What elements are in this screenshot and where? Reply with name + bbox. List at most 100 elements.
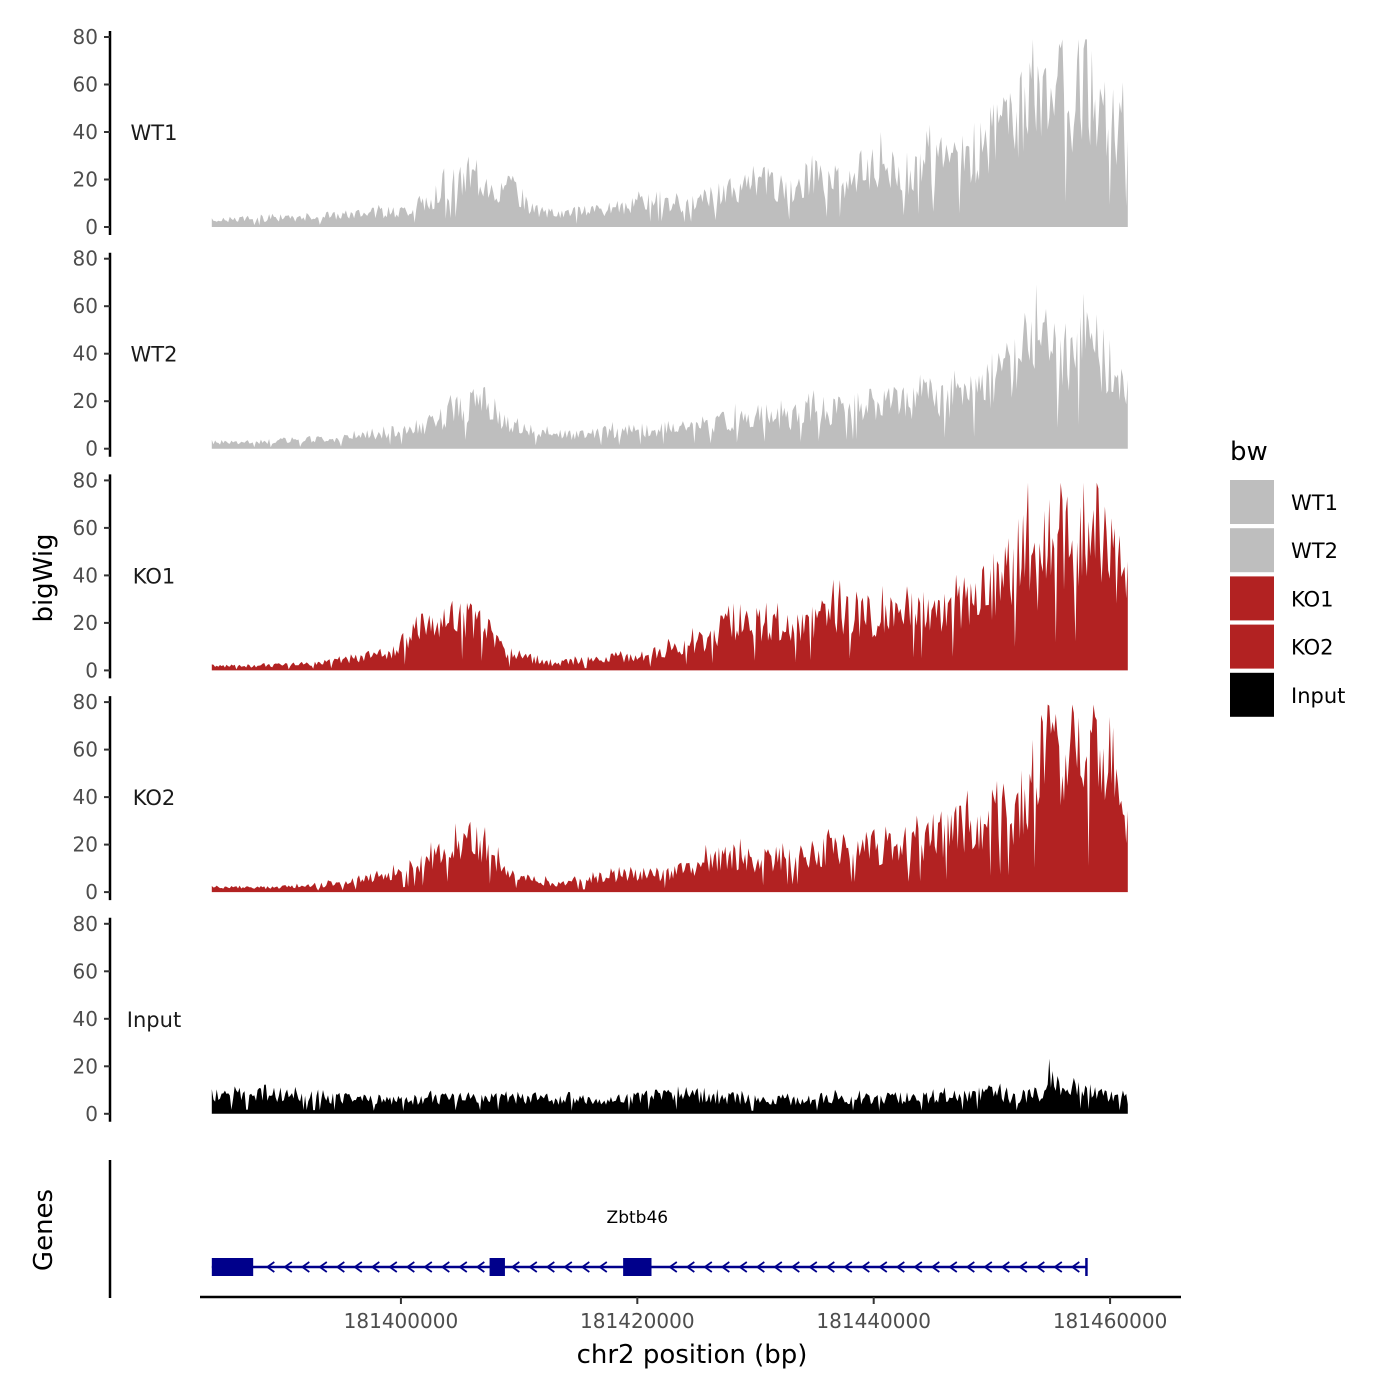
strand-arrow (370, 1261, 380, 1273)
legend-swatch-wt1 (1230, 480, 1274, 524)
strand-arrow (738, 1261, 748, 1273)
strand-arrow (1035, 1261, 1045, 1273)
y-tick-label: 0 (85, 215, 98, 239)
legend-item-wt2: WT2 (1230, 528, 1338, 573)
strand-arrow (1070, 1261, 1080, 1273)
track-label-ko2: KO2 (133, 786, 176, 810)
track-panel-input: 0 20 40 60 80 Input (73, 912, 1128, 1126)
x-tick-label: 181460000 (1053, 1309, 1168, 1333)
signal-area-wt2 (211, 284, 1128, 449)
y-tick-label: 80 (73, 690, 98, 714)
y-tick-label: 60 (73, 516, 98, 540)
gene-name-label: Zbtb46 (607, 1208, 669, 1228)
legend-item-ko2: KO2 (1230, 624, 1334, 669)
signal-area-wt1 (211, 39, 1128, 228)
y-tick-label: 80 (73, 468, 98, 492)
strand-arrow (685, 1261, 695, 1273)
strand-arrow (1018, 1261, 1028, 1273)
track-label-wt2: WT2 (131, 343, 178, 367)
y-tick-label: 80 (73, 247, 98, 271)
strand-arrow (983, 1261, 993, 1273)
strand-arrow (405, 1261, 415, 1273)
gene-exon (623, 1258, 652, 1276)
strand-arrow (528, 1261, 538, 1273)
y-tick-label: 20 (73, 1054, 98, 1078)
y-tick-label: 0 (85, 1102, 98, 1126)
x-axis-title: chr2 position (bp) (577, 1340, 808, 1370)
strand-arrow (930, 1261, 940, 1273)
strand-arrow (353, 1261, 363, 1273)
y-tick-label: 20 (73, 168, 98, 192)
strand-arrow (1000, 1261, 1010, 1273)
y-tick-label: 0 (85, 880, 98, 904)
x-tick-label: 181440000 (816, 1309, 931, 1333)
track-panel-ko1: 0 20 40 60 80 KO1 (73, 468, 1128, 682)
y-tick-label: 80 (73, 25, 98, 49)
track-panels: 0 20 40 60 80 WT1 0 20 40 60 80 WT2 0 20 40 60 80 KO1 0 20 4… (73, 25, 1128, 1126)
gene-exon (489, 1258, 505, 1276)
y-tick-label: 60 (73, 738, 98, 762)
strand-arrow (755, 1261, 765, 1273)
y-tick-label: 20 (73, 389, 98, 413)
strand-arrow (475, 1261, 485, 1273)
legend-swatch-wt2 (1230, 528, 1274, 573)
strand-arrow (668, 1261, 678, 1273)
y-tick-label: 40 (73, 1007, 98, 1031)
strand-arrow (423, 1261, 433, 1273)
y-tick-label: 60 (73, 73, 98, 97)
strand-arrow (948, 1261, 958, 1273)
track-panel-wt1: 0 20 40 60 80 WT1 (73, 25, 1128, 239)
strand-arrow (790, 1261, 800, 1273)
strand-arrow (825, 1261, 835, 1273)
strand-arrow (265, 1261, 275, 1273)
y-tick-label: 0 (85, 437, 98, 461)
y-tick-label: 80 (73, 912, 98, 936)
signal-area-ko2 (211, 704, 1128, 893)
y-tick-label: 40 (73, 785, 98, 809)
legend-label-input: Input (1291, 684, 1345, 708)
strand-arrow (300, 1261, 310, 1273)
strand-arrow (388, 1261, 398, 1273)
strand-arrow (1053, 1261, 1063, 1273)
strand-arrow (580, 1261, 590, 1273)
strand-arrow (335, 1261, 345, 1273)
x-tick-label: 181400000 (344, 1309, 459, 1333)
strand-arrow (860, 1261, 870, 1273)
strand-arrow (703, 1261, 713, 1273)
strand-arrow (458, 1261, 468, 1273)
y-tick-label: 40 (73, 120, 98, 144)
legend-item-wt1: WT1 (1230, 480, 1338, 524)
legend-label-ko1: KO1 (1291, 587, 1334, 611)
strand-arrow (878, 1261, 888, 1273)
strand-arrow (773, 1261, 783, 1273)
strand-arrow (843, 1261, 853, 1273)
strand-arrow (895, 1261, 905, 1273)
strand-arrow (913, 1261, 923, 1273)
x-axis: 181400000 181420000 181440000 181460000 (200, 1295, 1181, 1333)
y-tick-label: 20 (73, 611, 98, 635)
track-panel-wt2: 0 20 40 60 80 WT2 (73, 247, 1128, 461)
legend-swatch-input (1230, 672, 1274, 717)
strand-arrow (545, 1261, 555, 1273)
y-axis-title: bigWig (29, 533, 59, 622)
gene-exon (211, 1258, 254, 1276)
y-tick-label: 60 (73, 959, 98, 983)
track-panel-ko2: 0 20 40 60 80 KO2 (73, 690, 1128, 904)
y-tick-label: 40 (73, 563, 98, 587)
strand-arrow (563, 1261, 573, 1273)
y-tick-label: 0 (85, 658, 98, 682)
strand-arrow (318, 1261, 328, 1273)
genes-axis-title: Genes (29, 1189, 59, 1271)
legend-label-wt1: WT1 (1291, 491, 1338, 515)
strand-arrow (720, 1261, 730, 1273)
legend-title: bw (1230, 437, 1268, 467)
legend-item-ko1: KO1 (1230, 576, 1334, 621)
gene-track: Zbtb46 (108, 1160, 1088, 1298)
legend-item-input: Input (1230, 672, 1345, 717)
legend-swatch-ko2 (1230, 624, 1274, 669)
track-label-ko1: KO1 (133, 564, 176, 588)
x-tick-label: 181420000 (580, 1309, 695, 1333)
strand-arrow (440, 1261, 450, 1273)
legend: WT1 WT2 KO1 KO2 Input (1230, 480, 1345, 717)
